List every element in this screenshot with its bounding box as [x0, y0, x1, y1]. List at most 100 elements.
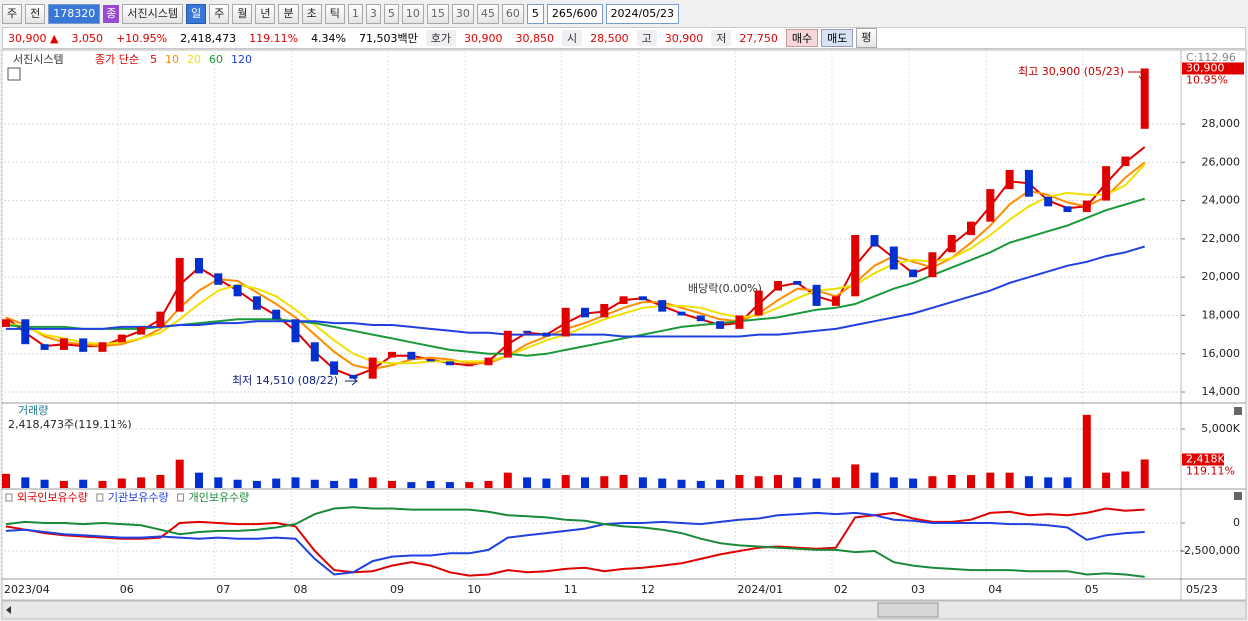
date-input[interactable]: 2024/05/23 — [605, 4, 679, 24]
day-button[interactable]: 일 — [185, 4, 207, 24]
candle — [98, 342, 107, 352]
stock-name[interactable]: 서진시스템 — [122, 4, 183, 24]
volume: 2,418,473 — [180, 31, 237, 45]
candle — [1044, 196, 1053, 207]
candle — [638, 296, 647, 301]
minute-button[interactable]: 분 — [278, 4, 299, 24]
candle — [561, 307, 570, 337]
candle — [793, 280, 802, 285]
volume-bar — [175, 459, 184, 488]
legend-entry: 20 — [187, 53, 201, 66]
volume-bar — [445, 482, 454, 488]
sell-button[interactable]: 매도 — [821, 29, 854, 47]
scroll-buttons[interactable] — [877, 602, 939, 618]
panel-close[interactable] — [1234, 407, 1242, 415]
volume-bar — [967, 475, 975, 488]
candle — [754, 290, 763, 316]
volume-bar — [638, 477, 647, 488]
month-button[interactable]: 월 — [232, 4, 253, 24]
scroll-left[interactable] — [6, 606, 11, 614]
candle — [330, 361, 339, 375]
legend-entry: 120 — [231, 53, 252, 66]
amount: 71,503백만 — [359, 32, 418, 45]
volume-bar — [137, 477, 146, 488]
price-marker — [1182, 62, 1244, 75]
high-label: 고 — [636, 30, 657, 46]
interval-input[interactable]: 5 — [526, 4, 544, 24]
legend-entry: 10 — [165, 53, 179, 66]
x-tick-label: 09 — [390, 583, 404, 596]
candle — [21, 319, 30, 345]
volume-bar — [735, 475, 744, 488]
candle — [252, 296, 261, 310]
volume-bar — [561, 475, 570, 488]
dividend-annotation: 배당락(0.00%) — [688, 282, 762, 295]
candle — [349, 374, 358, 379]
candle — [1140, 68, 1149, 129]
y-tick-label: 14,000 — [1202, 385, 1241, 398]
volume-bar — [1044, 477, 1053, 488]
interval-button[interactable]: 15 — [426, 4, 449, 24]
x-tick-label: 06 — [120, 583, 134, 596]
interval-button[interactable]: 5 — [383, 4, 399, 24]
change-label: 10.95% — [1186, 73, 1228, 86]
year-button[interactable]: 년 — [255, 4, 276, 24]
interval-button[interactable]: 3 — [365, 4, 381, 24]
high-price: 30,900 — [664, 31, 704, 45]
candle — [310, 342, 319, 362]
volume-bar — [59, 480, 68, 488]
tick-button[interactable]: 틱 — [324, 4, 345, 24]
volume-bar — [523, 477, 532, 488]
interval-button[interactable]: 45 — [476, 4, 499, 24]
quote-label: 호가 — [425, 30, 456, 46]
stock-code[interactable]: 178320 — [48, 4, 101, 24]
interval-button[interactable]: 60 — [501, 4, 524, 24]
volume-bar — [310, 479, 319, 488]
last-volume-label: 2,418K — [1186, 452, 1225, 465]
candle — [889, 246, 898, 270]
legend-swatch — [177, 493, 185, 502]
y-tick-label: 26,000 — [1202, 155, 1241, 168]
volume-bar — [272, 478, 281, 488]
table-icon[interactable] — [7, 67, 21, 81]
volume-bar — [368, 477, 377, 488]
interval-button[interactable]: 30 — [451, 4, 474, 24]
period-select[interactable]: 주 — [2, 4, 23, 24]
scrollbar[interactable] — [1, 600, 1247, 620]
volume-bar — [754, 476, 763, 488]
candle — [117, 334, 126, 343]
volume-bar — [677, 479, 686, 488]
market-select[interactable]: 전 — [25, 4, 46, 24]
candle — [947, 235, 956, 253]
candle — [214, 273, 223, 285]
price: 30,900 ▲ — [8, 31, 59, 45]
volume-bar — [195, 472, 203, 488]
candle — [735, 315, 744, 329]
panel-close[interactable] — [1234, 492, 1242, 500]
interval-button[interactable]: 1 — [347, 4, 363, 24]
last-date: 05/23 — [1186, 583, 1218, 596]
open-price: 28,500 — [590, 31, 629, 45]
buy-button[interactable]: 매수 — [785, 29, 819, 47]
week-button[interactable]: 주 — [209, 4, 230, 24]
x-tick-label: 08 — [294, 583, 308, 596]
volume-bar — [600, 476, 609, 488]
candle — [619, 296, 628, 304]
low-price: 27,750 — [739, 31, 778, 45]
second-button[interactable]: 초 — [301, 4, 322, 24]
candle — [2, 319, 10, 327]
volume-bar — [1005, 472, 1014, 488]
volume-bar — [156, 475, 165, 488]
bar-count[interactable]: 265/600 — [546, 4, 603, 24]
candle — [658, 300, 667, 312]
eval-button[interactable]: 평 — [856, 28, 877, 48]
volume-bar — [330, 480, 339, 488]
candle — [542, 332, 551, 337]
candle — [156, 311, 165, 327]
y-tick-label: -2,500,000 — [1180, 544, 1240, 557]
interval-button[interactable]: 10 — [401, 4, 424, 24]
toolbar: 주 전 178320 종 서진시스템 일 주 월 년 분 초 틱 1 3 5 1… — [2, 3, 1246, 25]
x-tick-label: 2024/01 — [737, 583, 783, 596]
x-tick-label: 03 — [911, 583, 925, 596]
